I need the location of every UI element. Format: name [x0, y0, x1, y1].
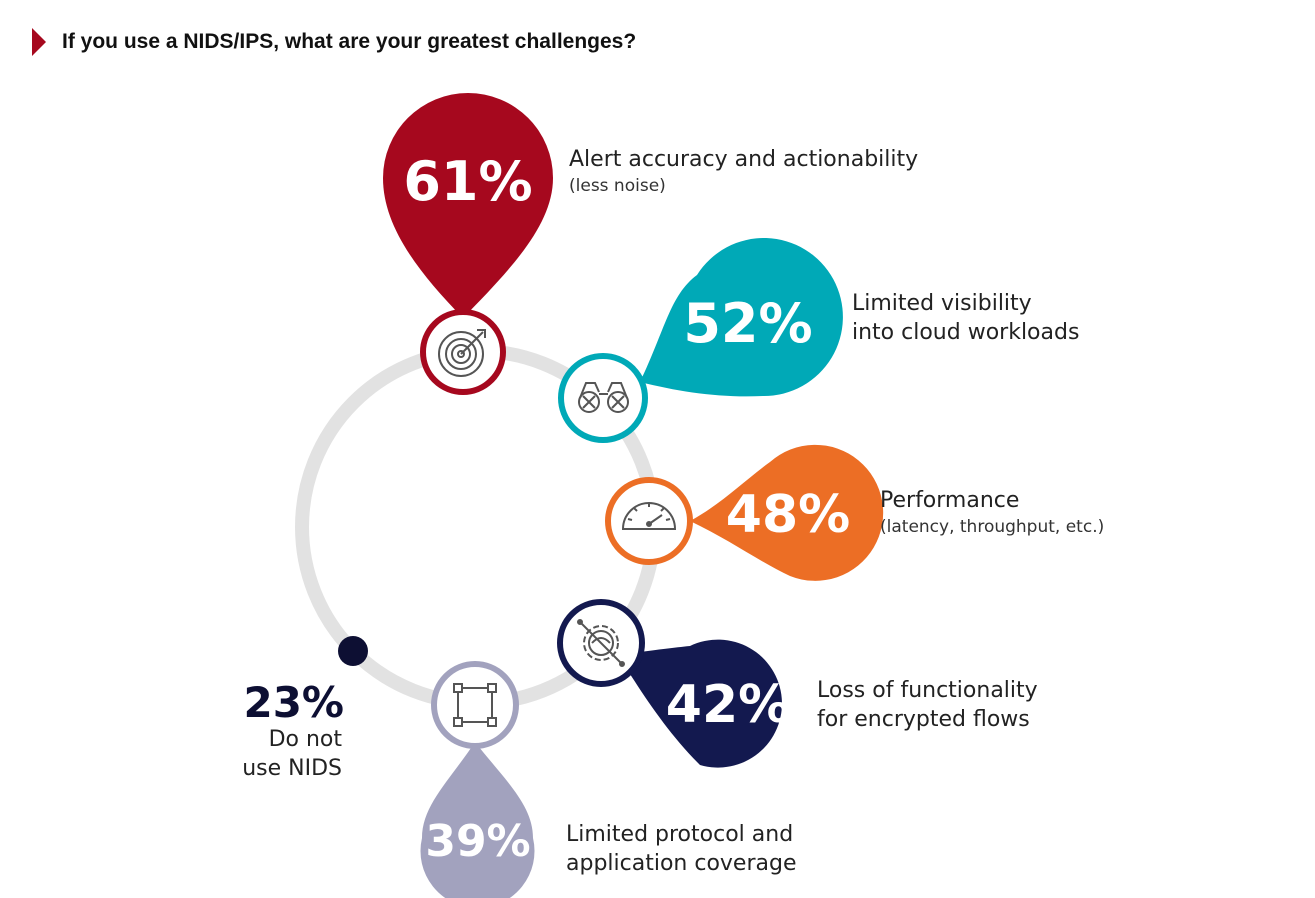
label-42-line1: Loss of functionality: [817, 678, 1038, 703]
label-39-line1: Limited protocol and: [566, 822, 794, 847]
icon-node-target: [420, 309, 506, 395]
bubble-48-shape: [690, 444, 884, 581]
icon-node-speedometer: [605, 477, 693, 565]
bubble-61: 61%: [383, 93, 553, 318]
bubble-39-shape: [420, 742, 535, 898]
binoculars-icon: [578, 382, 629, 413]
label-61-line1: Alert accuracy and actionability: [569, 147, 919, 172]
label-42-line2: for encrypted flows: [817, 707, 1030, 732]
bubble-61-shape: [383, 93, 553, 318]
bubble-52-value: 52%: [683, 292, 812, 355]
label-52-line2: into cloud workloads: [852, 320, 1080, 345]
bubble-42-shape: [618, 639, 782, 768]
title-arrow-icon: [32, 28, 46, 56]
speedometer-icon: [621, 502, 677, 530]
label-48-line2: (latency, throughput, etc.): [880, 517, 1105, 537]
bubble-61-value: 61%: [403, 150, 532, 213]
bubble-52: 52%: [640, 238, 843, 397]
icon-node-frame: [431, 661, 519, 749]
icon-node-gear: [557, 599, 645, 687]
bubble-48-value: 48%: [726, 485, 850, 545]
label-48-line1: Performance: [880, 488, 1020, 513]
bubble-39: 39%: [420, 742, 535, 898]
gear-slash-icon: [577, 619, 625, 667]
bubble-48: 48%: [690, 444, 884, 581]
bubble-42-value: 42%: [666, 675, 790, 735]
label-39-line2: application coverage: [566, 851, 797, 876]
target-icon: [438, 329, 486, 377]
bubble-52-shape: [640, 238, 843, 397]
non-user-line2: use NIDS: [242, 756, 342, 781]
icon-node-binoculars: [558, 353, 648, 443]
non-user-marker: [338, 636, 368, 666]
bubble-42: 42%: [618, 639, 790, 768]
label-61-line2: (less noise): [569, 176, 666, 196]
non-user-value: 23%: [243, 678, 344, 727]
bubble-39-value: 39%: [425, 816, 530, 867]
non-user-line1: Do not: [268, 727, 342, 752]
label-52-line1: Limited visibility: [852, 291, 1032, 316]
chart-title: If you use a NIDS/IPS, what are your gre…: [62, 30, 637, 53]
frame-icon: [453, 683, 497, 727]
